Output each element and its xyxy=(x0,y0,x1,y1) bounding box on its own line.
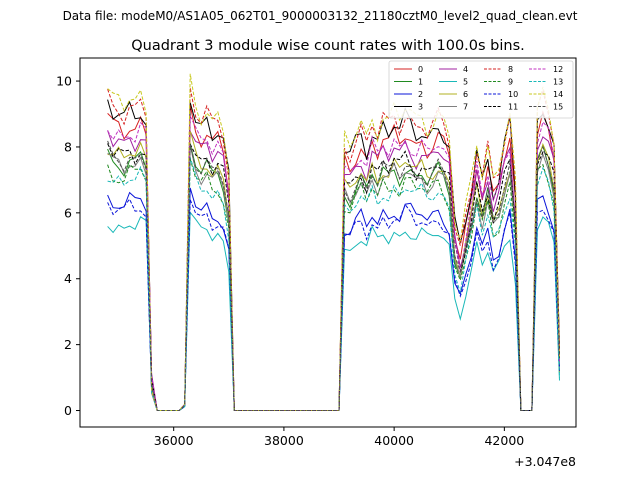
legend-label-13: 13 xyxy=(553,78,563,87)
y-tick-label: 0 xyxy=(64,403,72,418)
legend-label-11: 11 xyxy=(508,103,518,112)
legend-label-7: 7 xyxy=(463,103,468,112)
x-axis-ticks: 36000 38000 40000 42000 xyxy=(154,427,524,448)
y-axis-ticks: 0 2 4 6 8 10 xyxy=(56,74,80,418)
x-axis-offset-label: +3.047e8 xyxy=(514,454,576,469)
y-tick-label: 2 xyxy=(64,337,72,352)
legend-label-9: 9 xyxy=(508,78,513,87)
legend-label-10: 10 xyxy=(508,90,518,99)
legend-label-4: 4 xyxy=(463,65,468,74)
y-tick-label: 6 xyxy=(64,205,72,220)
x-tick-label: 40000 xyxy=(374,433,414,448)
legend-label-5: 5 xyxy=(463,78,468,87)
plot-lines xyxy=(107,73,560,411)
legend-label-2: 2 xyxy=(418,90,423,99)
x-tick-label: 36000 xyxy=(154,433,194,448)
legend-label-12: 12 xyxy=(553,65,563,74)
chart-title: Quadrant 3 module wise count rates with … xyxy=(131,38,525,54)
y-tick-label: 8 xyxy=(64,139,72,154)
series-line-15 xyxy=(107,140,560,411)
legend-label-8: 8 xyxy=(508,65,513,74)
figure-suptitle: Data file: modeM0/AS1A05_062T01_90000031… xyxy=(63,9,578,23)
y-tick-label: 4 xyxy=(64,271,72,286)
axes-frame xyxy=(79,57,577,428)
x-tick-label: 42000 xyxy=(484,433,524,448)
legend-label-15: 15 xyxy=(553,103,563,112)
legend-label-0: 0 xyxy=(418,65,423,74)
legend-label-6: 6 xyxy=(463,90,468,99)
legend-label-3: 3 xyxy=(418,103,423,112)
y-tick-label: 10 xyxy=(56,74,72,89)
legend-label-1: 1 xyxy=(418,78,423,87)
x-tick-label: 38000 xyxy=(264,433,304,448)
legend-frame xyxy=(388,60,574,119)
legend-label-14: 14 xyxy=(553,90,563,99)
